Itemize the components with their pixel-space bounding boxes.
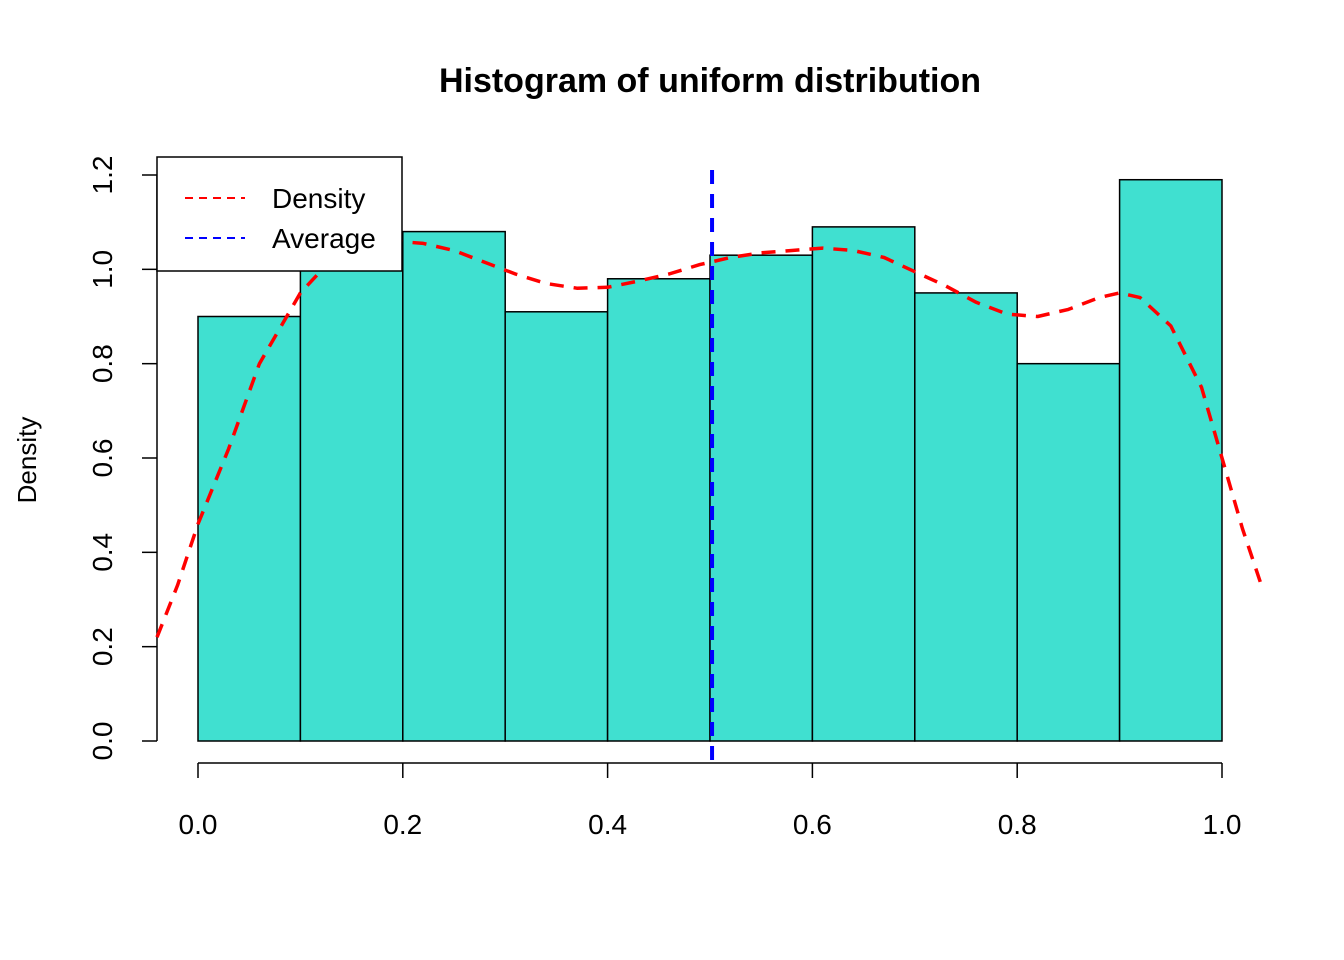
y-axis: 0.0 0.2 0.4 0.6 0.8 1.0 1.2 (87, 156, 158, 761)
histogram-bar (299, 268, 404, 742)
x-tick-label: 0.2 (383, 809, 422, 840)
y-tick-label: 1.2 (87, 156, 118, 195)
histogram-bar (709, 254, 814, 742)
y-tick-label: 0.2 (87, 627, 118, 666)
y-tick-label: 0.6 (87, 439, 118, 478)
y-tick-label: 0.4 (87, 533, 118, 572)
histogram-bar (402, 230, 506, 742)
y-tick-label: 0.8 (87, 344, 118, 383)
legend-box (156, 156, 403, 272)
legend: Density Average (156, 156, 403, 272)
histogram-bar (1016, 362, 1121, 742)
x-tick-label: 1.0 (1203, 809, 1242, 840)
legend-label: Density (272, 183, 365, 214)
histogram-bar (811, 226, 916, 742)
histogram-bar (606, 278, 711, 742)
density-curve (155, 239, 1265, 638)
overlay-lines (155, 170, 1265, 763)
y-tick-label: 0.0 (87, 722, 118, 761)
x-tick-label: 0.8 (998, 809, 1037, 840)
y-tick-label: 1.0 (87, 250, 118, 289)
y-axis-label: Density (12, 417, 42, 504)
chart-title: Histogram of uniform distribution (439, 62, 981, 100)
histogram-bar (504, 311, 609, 742)
bars-group (197, 178, 1223, 742)
x-axis: 0.0 0.2 0.4 0.6 0.8 1.0 (179, 762, 1242, 840)
histogram-bar (914, 292, 1018, 742)
histogram-bar (197, 315, 302, 742)
x-tick-label: 0.6 (793, 809, 832, 840)
x-tick-label: 0.4 (588, 809, 627, 840)
x-tick-label: 0.0 (179, 809, 218, 840)
histogram-bar (1118, 178, 1223, 742)
legend-label: Average (272, 223, 376, 254)
